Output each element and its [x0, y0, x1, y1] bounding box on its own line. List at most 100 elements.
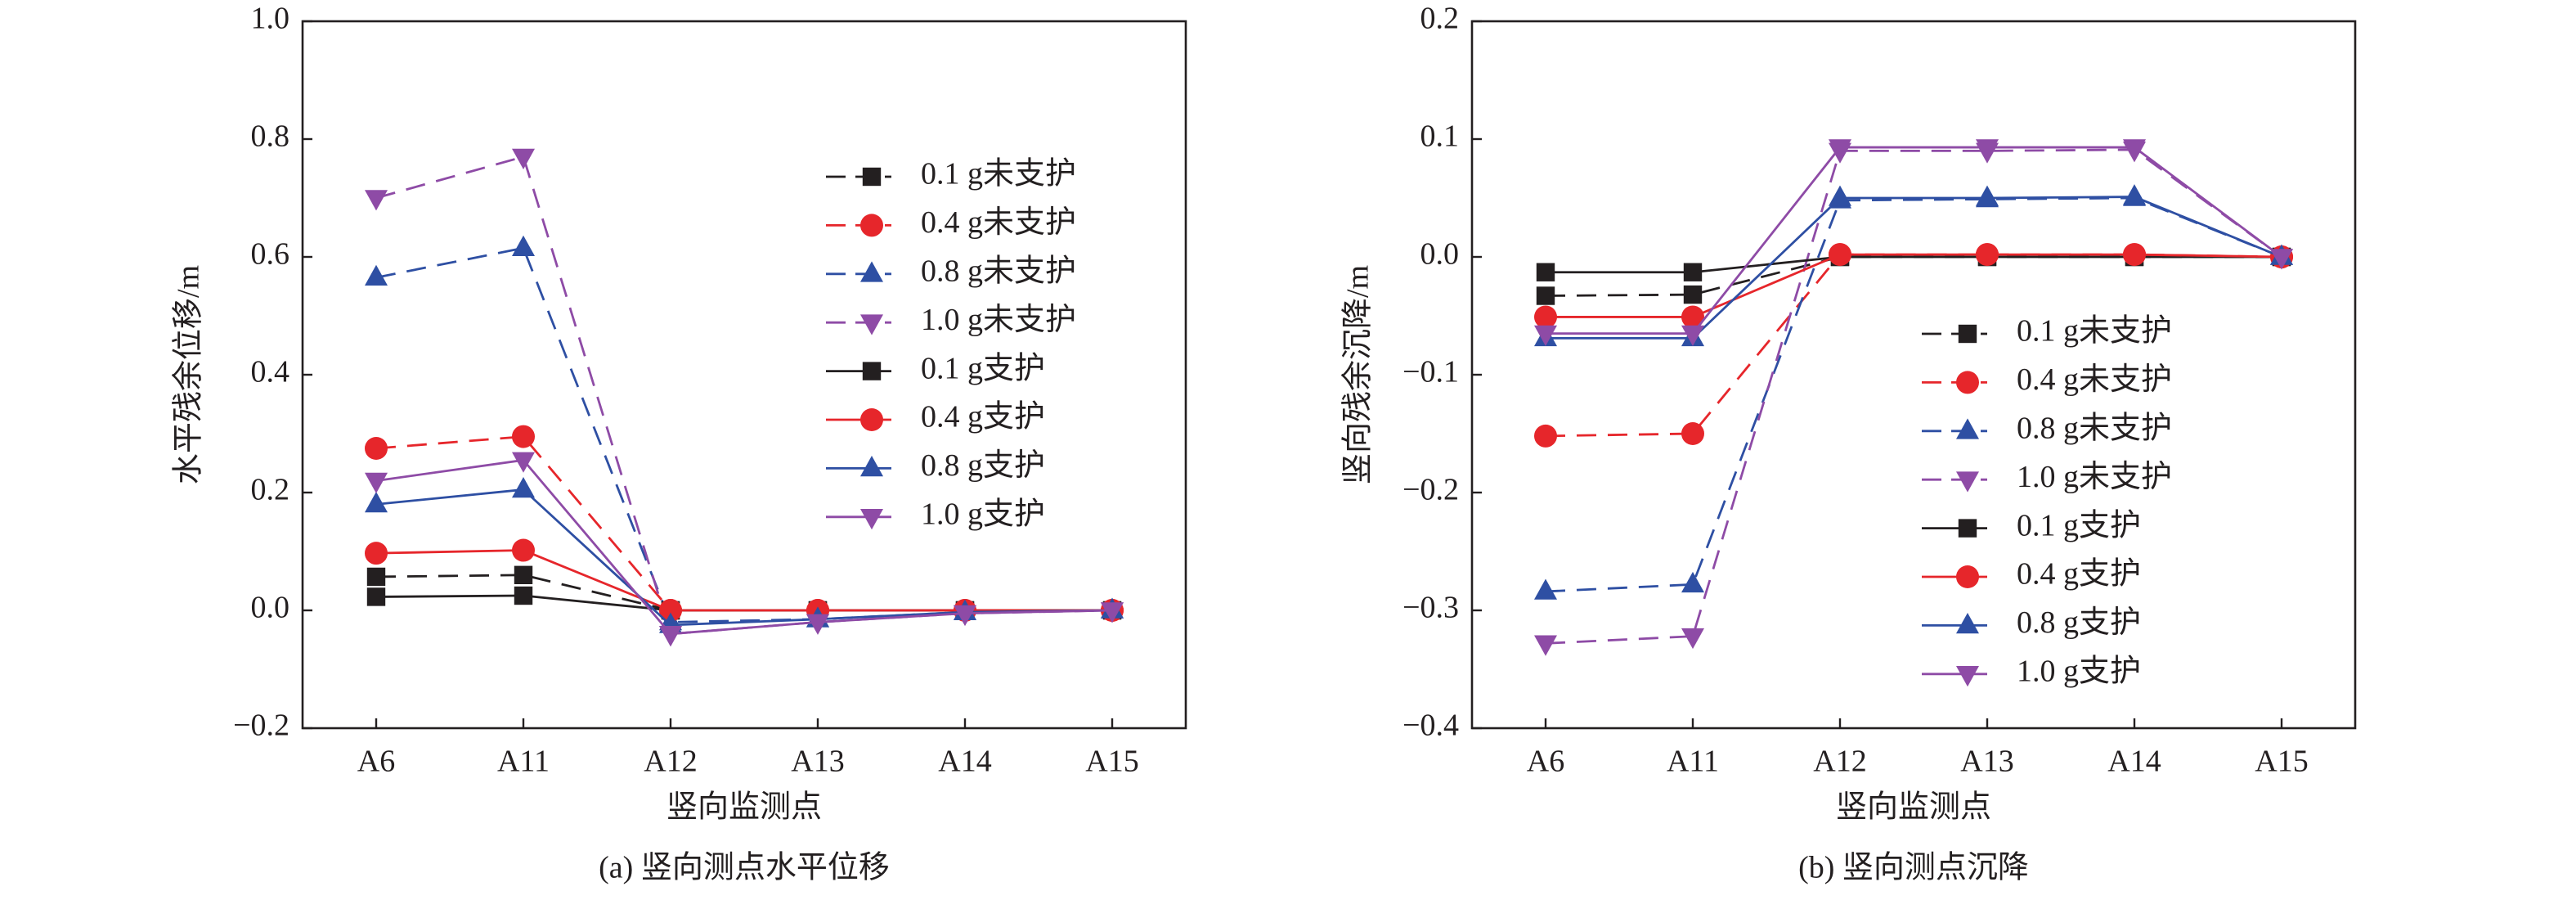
y-tick-label: 0.0 — [1420, 237, 1460, 272]
data-point — [954, 605, 976, 626]
data-point — [2123, 184, 2146, 205]
plot-frame — [1470, 20, 2357, 730]
legend-label: 0.8 g支护 — [921, 448, 1045, 483]
data-point — [365, 542, 388, 565]
data-point — [366, 587, 386, 606]
series-line — [1545, 148, 2282, 645]
data-point — [659, 599, 682, 622]
data-point — [1681, 628, 1704, 650]
legend-label: 0.1 g未支护 — [921, 157, 1076, 191]
x-tick-label: A14 — [2107, 745, 2161, 779]
y-tick-label: 0.4 — [251, 355, 290, 389]
data-point — [1976, 243, 1999, 267]
data-point — [806, 614, 829, 635]
data-point — [1829, 185, 1851, 206]
x-tick-label: A6 — [1527, 745, 1564, 779]
y-tick-label: −0.3 — [1402, 591, 1459, 625]
data-point — [1976, 185, 1999, 206]
x-tick-label: A11 — [1667, 745, 1719, 779]
y-tick-label: 0.2 — [1420, 2, 1460, 36]
x-axis-label: 竖向监测点 — [1836, 790, 1991, 825]
data-point — [1829, 139, 1851, 160]
y-tick-label: 0.6 — [251, 237, 290, 272]
data-point — [1536, 286, 1555, 305]
x-tick-label: A13 — [1960, 745, 2013, 779]
data-point — [512, 425, 535, 448]
data-point — [1681, 422, 1704, 445]
y-tick-label: −0.4 — [1402, 709, 1459, 743]
y-tick-label: −0.1 — [1402, 355, 1459, 389]
data-point — [512, 148, 535, 169]
data-point — [365, 264, 388, 286]
x-tick-label: A11 — [497, 745, 550, 779]
legend-label: 1.0 g未支护 — [2017, 460, 2172, 494]
x-tick-label: A6 — [357, 745, 395, 779]
data-point — [1681, 571, 1704, 593]
data-point — [1534, 578, 1557, 600]
legend-marker — [1958, 519, 1977, 538]
legend-label: 0.4 g支护 — [921, 400, 1045, 434]
data-point — [514, 565, 533, 584]
caption: (b) 竖向测点沉降 — [1798, 851, 2029, 885]
y-axis-label: 水平残余位移/m — [172, 265, 206, 484]
y-tick-label: −0.2 — [233, 709, 289, 743]
legend-label: 0.1 g未支护 — [2017, 314, 2172, 349]
data-point — [365, 492, 388, 513]
data-point — [366, 567, 386, 587]
y-tick-label: 0.0 — [251, 591, 290, 625]
legend-marker — [1958, 324, 1977, 344]
data-point — [1534, 635, 1557, 656]
legend-marker — [860, 456, 883, 477]
data-point — [365, 190, 388, 211]
data-point — [365, 472, 388, 493]
x-tick-label: A14 — [938, 745, 991, 779]
series-line — [1546, 196, 2282, 340]
data-point — [1536, 263, 1555, 281]
y-tick-label: 0.1 — [1420, 119, 1460, 154]
legend-label: 0.8 g未支护 — [2017, 412, 2172, 446]
data-point — [659, 626, 682, 647]
y-tick-label: 1.0 — [251, 2, 290, 36]
data-point — [2123, 243, 2146, 267]
x-axis-label: 竖向监测点 — [666, 790, 822, 825]
x-tick-label: A12 — [1813, 745, 1866, 779]
data-point — [512, 538, 535, 562]
legend-label: 1.0 g支护 — [921, 497, 1045, 532]
legend-marker — [1956, 666, 1979, 687]
legend-label: 0.4 g未支护 — [2017, 362, 2172, 397]
data-point — [1976, 139, 1999, 160]
legend-marker — [860, 408, 883, 431]
data-point — [1534, 305, 1557, 329]
legend-label: 0.1 g支护 — [2017, 508, 2141, 542]
x-tick-label: A13 — [791, 745, 844, 779]
legend-marker — [862, 167, 882, 187]
x-tick-label: A15 — [1085, 745, 1138, 779]
legend-label: 0.8 g未支护 — [921, 254, 1076, 289]
legend-label: 1.0 g支护 — [2017, 655, 2141, 689]
data-point — [512, 235, 535, 256]
data-point — [1534, 424, 1557, 448]
data-point — [365, 437, 388, 460]
x-tick-label: A15 — [2255, 745, 2308, 779]
legend-marker — [1956, 565, 1979, 588]
data-point — [2123, 139, 2146, 160]
series-line — [1546, 253, 2282, 318]
series-line — [375, 458, 1113, 636]
series-line — [1546, 146, 2282, 335]
legend-label: 0.4 g支护 — [2017, 557, 2141, 592]
data-point — [1101, 602, 1124, 623]
legend-label: 0.8 g支护 — [2017, 605, 2141, 640]
y-tick-label: 0.2 — [251, 473, 290, 507]
legend-label: 1.0 g未支护 — [921, 303, 1076, 337]
legend-marker — [860, 261, 883, 282]
data-point — [1683, 285, 1703, 304]
caption: (a) 竖向测点水平位移 — [599, 851, 890, 885]
series-line — [1545, 255, 2282, 297]
legend-marker — [1956, 371, 1979, 394]
data-point — [512, 477, 535, 498]
legend-label: 0.1 g支护 — [921, 351, 1045, 385]
y-tick-label: −0.2 — [1402, 473, 1459, 507]
data-point — [1681, 325, 1704, 346]
legend-label: 0.4 g未支护 — [921, 205, 1076, 240]
